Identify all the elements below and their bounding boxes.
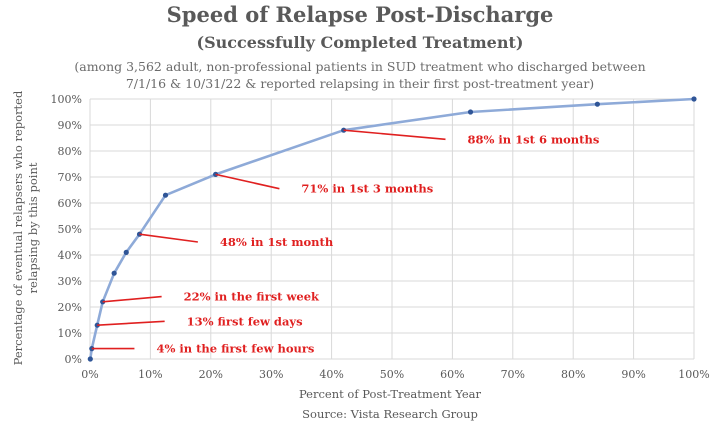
x-tick-label: 10% [138,368,162,381]
y-tick-labels: 0% 10% 20% 30% 40% 50% 60% 70% 80% 90% 100% [51,93,82,366]
y-tick-label: 30% [58,275,82,288]
data-point [162,192,169,198]
x-tick-label: 0% [81,368,98,381]
gridlines [89,98,695,360]
x-tick-label: 20% [199,368,223,381]
y-tick-label: 50% [58,223,82,236]
data-point [467,109,474,115]
chart-subtitle: (Successfully Completed Treatment) [196,33,524,52]
chart-note-line-1: (among 3,562 adult, non-professional pat… [74,59,646,74]
x-tick-label: 80% [561,368,585,381]
y-tick-label: 20% [58,301,82,314]
y-tick-label: 0% [65,353,82,366]
x-axis-label: Percent of Post-Treatment Year [299,387,482,401]
data-point [87,356,93,362]
chart-note-line-2: 7/1/16 & 10/31/22 & reported relapsing i… [125,76,595,91]
data-point [691,96,697,102]
annotation-leader-line [102,295,162,303]
annotation-leader-line [139,233,198,243]
y-axis-label-line-2: relapsing by this point [26,162,40,293]
y-axis-label-line-1: Percentage of eventual relapsers who rep… [11,90,25,365]
y-tick-label: 60% [58,197,82,210]
x-tick-label: 40% [319,368,343,381]
data-point [594,101,600,107]
x-tick-label: 30% [259,368,283,381]
annotation-label: 4% in the first few hours [156,342,314,356]
annotation-label: 48% in 1st month [220,235,334,249]
y-tick-label: 40% [58,249,82,262]
y-tick-label: 80% [58,145,82,158]
source-note: Source: Vista Research Group [302,407,478,421]
chart-note: (among 3,562 adult, non-professional pat… [40,58,680,92]
annotation-leader-line [215,173,280,190]
x-tick-label: 90% [621,368,645,381]
data-point [213,171,219,177]
annotation-label: 13% first few days [187,314,303,328]
y-tick-label: 70% [58,171,82,184]
data-point [111,270,117,276]
data-point [136,231,143,237]
annotation-label: 71% in 1st 3 months [301,182,433,196]
annotation-label: 88% in 1st 6 months [468,132,600,146]
x-tick-labels: 0% 10% 20% 30% 40% 50% 60% 70% 80% 90% 100% [81,368,709,381]
annotations-layer: 4% in the first few hours 13% first few d… [91,129,600,356]
series-layer [87,96,697,362]
annotation-label: 22% in the first week [184,290,320,304]
y-tick-label: 90% [58,119,82,132]
y-tick-label: 100% [51,93,82,106]
data-point [123,249,129,255]
x-tick-label: 60% [440,368,464,381]
annotation-leader-line [343,129,446,141]
x-tick-label: 70% [501,368,525,381]
x-tick-label: 100% [678,368,709,381]
x-tick-label: 50% [380,368,404,381]
chart-title: Speed of Relapse Post-Discharge [166,2,554,27]
annotation-leader-line [97,320,165,326]
y-tick-label: 10% [58,327,82,340]
